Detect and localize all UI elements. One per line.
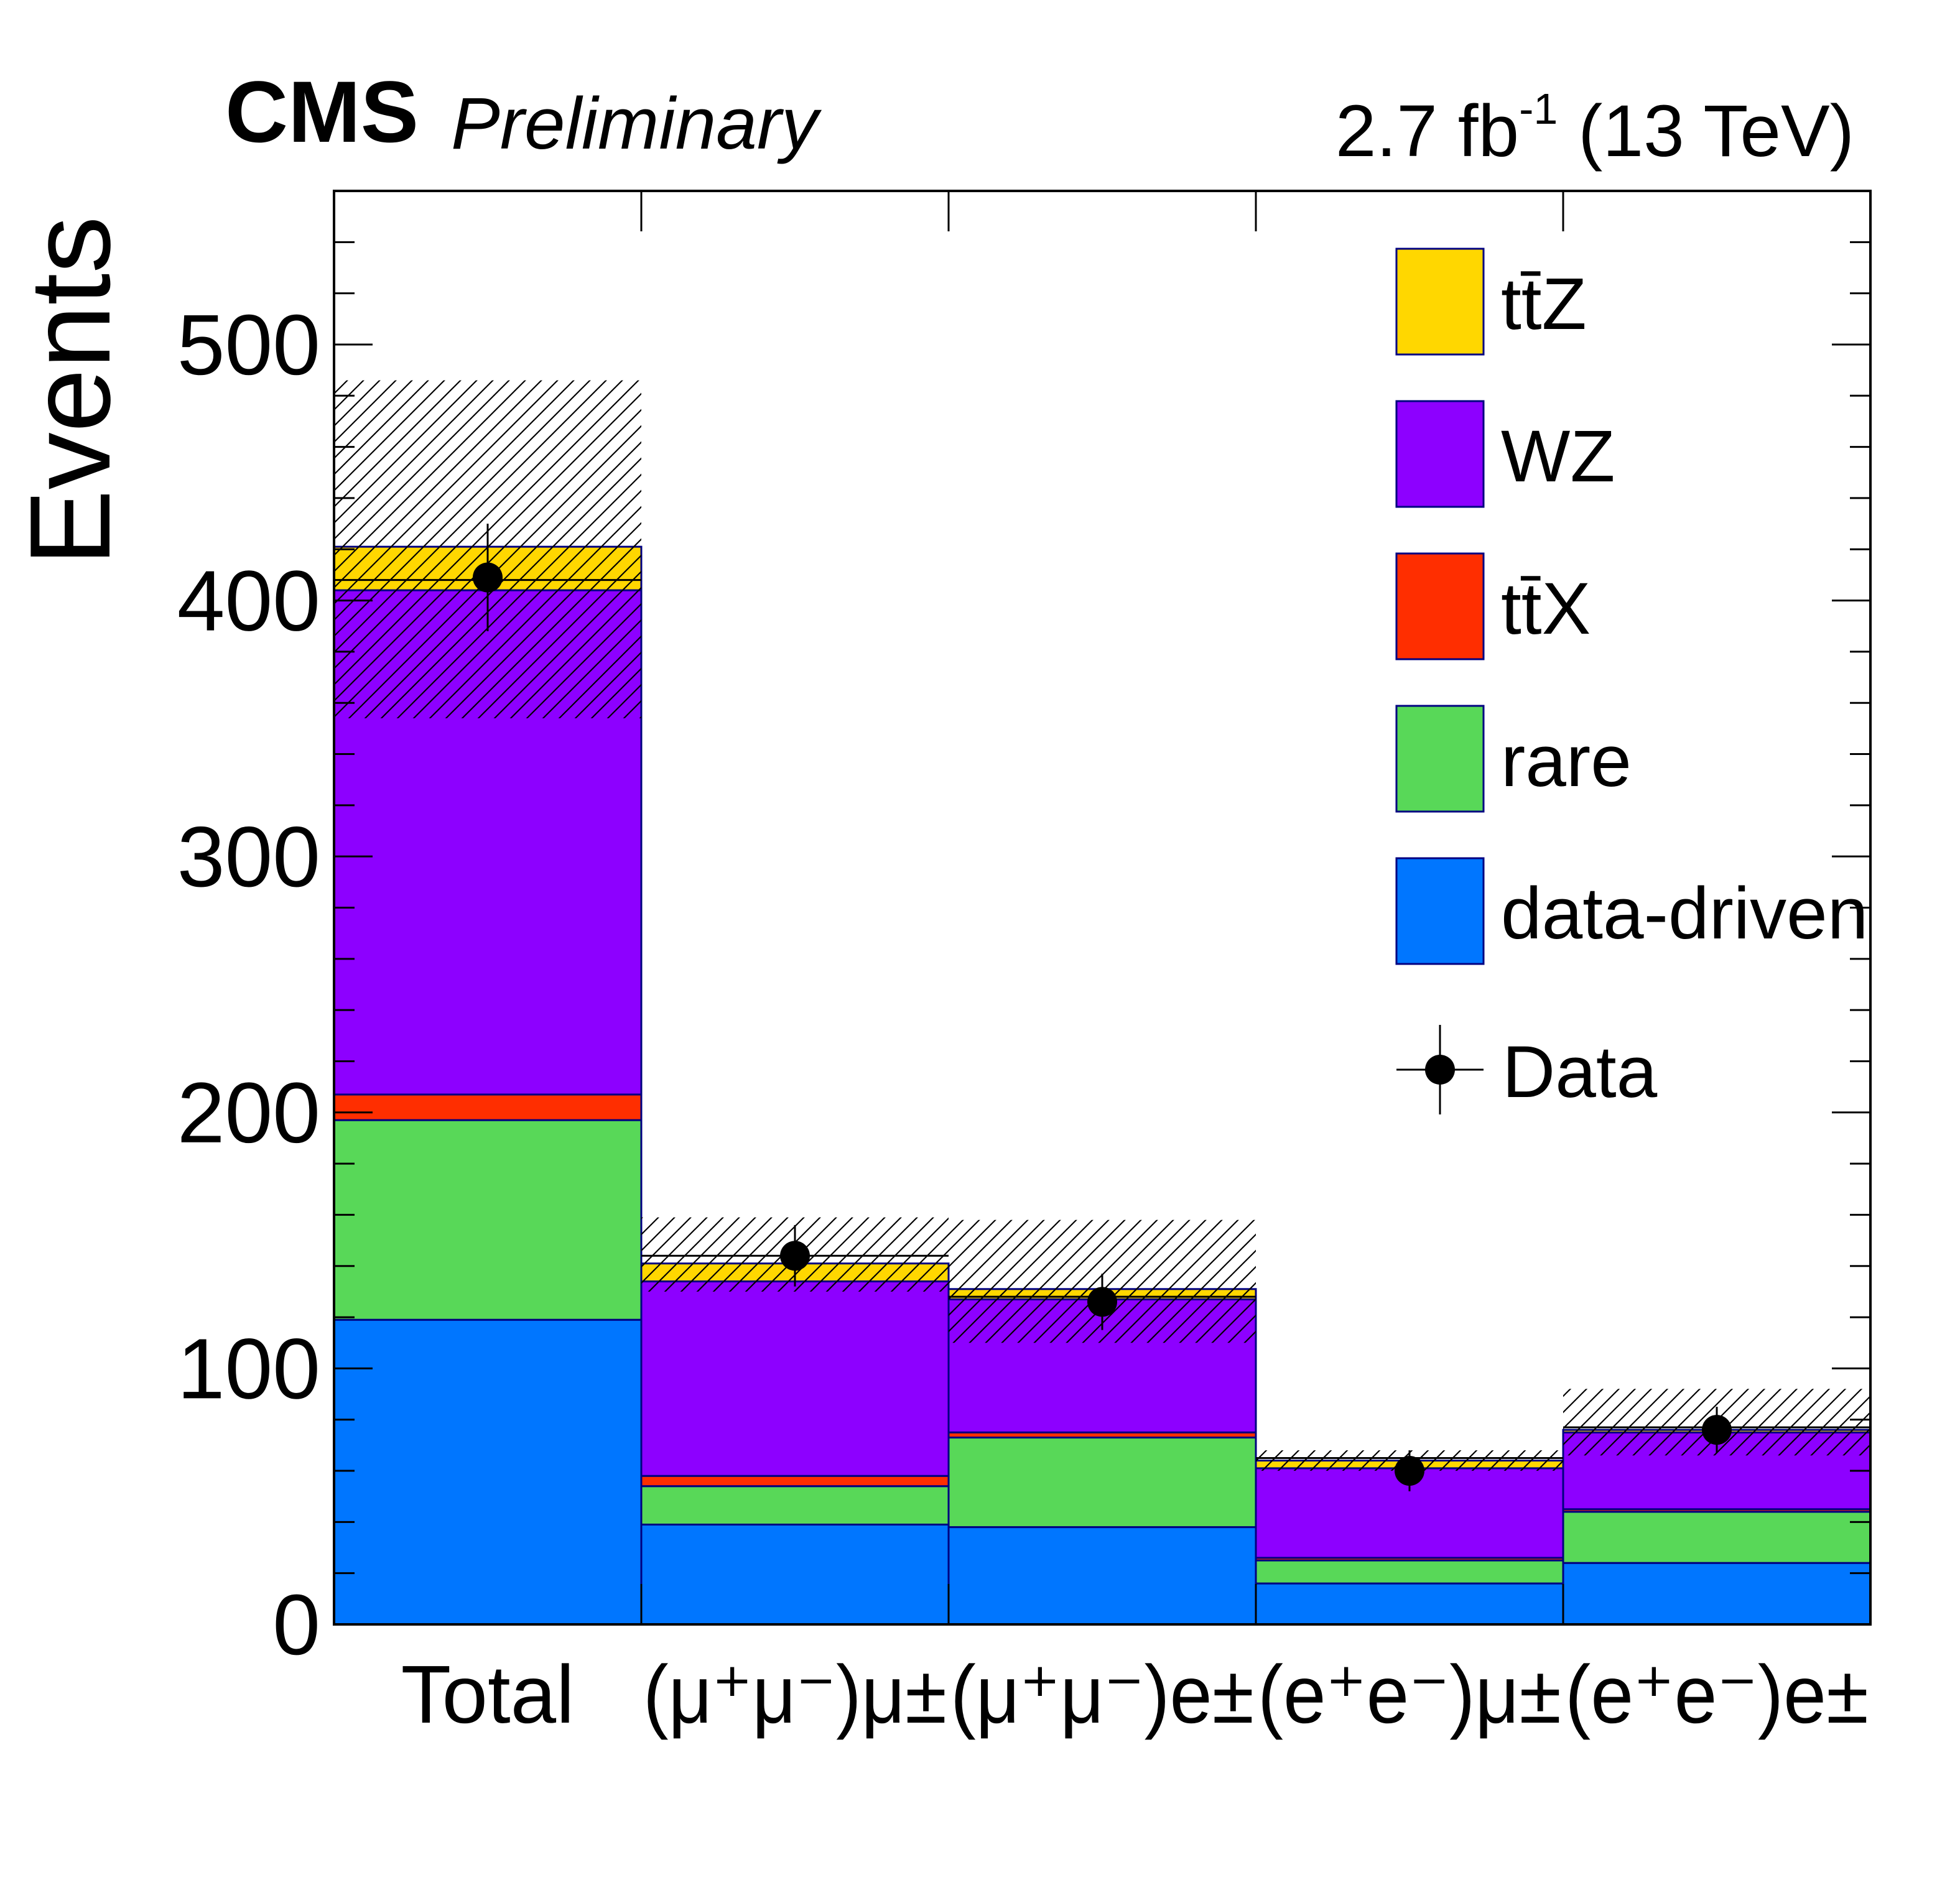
bar-wz-1: [640, 1280, 950, 1477]
legend-label-3: rare: [1501, 720, 1632, 802]
bar-ttx-1: [640, 1475, 950, 1488]
status-label: Preliminary: [451, 83, 819, 165]
legend-label-0: tt̄Z: [1501, 263, 1587, 345]
data-point-3: [1395, 1456, 1424, 1486]
legend: tt̄Z WZ tt̄X rare data-driven Data: [1395, 248, 1868, 1114]
bar-datadriven-4: [1562, 1562, 1872, 1626]
y-tick-label-2: 200: [177, 1065, 320, 1161]
bar-datadriven-0: [333, 1318, 643, 1626]
x-category-label-3: (e⁺e⁻)μ±: [1258, 1649, 1561, 1740]
bar-rare-1: [640, 1485, 950, 1526]
y-tick-label-4: 400: [177, 553, 320, 649]
legend-swatch-3: [1395, 705, 1485, 813]
bar-rare-4: [1562, 1511, 1872, 1564]
luminosity-label: 2.7 fb-1 (13 TeV): [1335, 87, 1854, 168]
x-category-label-1: (μ⁺μ⁻)μ±: [643, 1649, 947, 1740]
lumi-value: 2.7 fb: [1335, 90, 1520, 172]
legend-swatch-1: [1395, 400, 1485, 508]
bar-datadriven-3: [1255, 1582, 1564, 1626]
data-point-1: [780, 1241, 810, 1271]
x-category-label-0: Total: [401, 1649, 575, 1740]
energy-label: (13 TeV): [1578, 90, 1854, 172]
x-category-label-4: (e⁺e⁻)e±: [1565, 1649, 1869, 1740]
x-category-label-2: (μ⁺μ⁻)e±: [950, 1649, 1254, 1740]
data-point-2: [1087, 1287, 1117, 1317]
legend-swatch-0: [1395, 248, 1485, 356]
y-tick-label-3: 300: [177, 809, 320, 905]
legend-data-marker: [1425, 1055, 1455, 1085]
bar-datadriven-1: [640, 1523, 950, 1626]
legend-swatch-4: [1395, 857, 1485, 965]
data-point-4: [1702, 1415, 1732, 1445]
legend-label-5: Data: [1502, 1031, 1658, 1113]
bar-rare-2: [947, 1437, 1257, 1529]
y-tick-label-5: 500: [177, 297, 320, 393]
y-tick-label-1: 100: [177, 1321, 320, 1417]
data-points: [473, 524, 1732, 1491]
bar-ttx-0: [333, 1093, 643, 1121]
experiment-label: CMS: [225, 63, 419, 160]
legend-swatch-2: [1395, 552, 1485, 660]
bar-rare-3: [1255, 1559, 1564, 1585]
bar-datadriven-2: [947, 1526, 1257, 1626]
lumi-exponent: -1: [1519, 85, 1558, 133]
bar-rare-0: [333, 1119, 643, 1321]
legend-label-1: WZ: [1501, 415, 1615, 498]
y-tick-label-0: 0: [272, 1577, 320, 1673]
legend-label-4: data-driven: [1501, 873, 1868, 955]
data-point-0: [473, 562, 503, 593]
legend-label-2: tt̄X: [1501, 568, 1591, 650]
